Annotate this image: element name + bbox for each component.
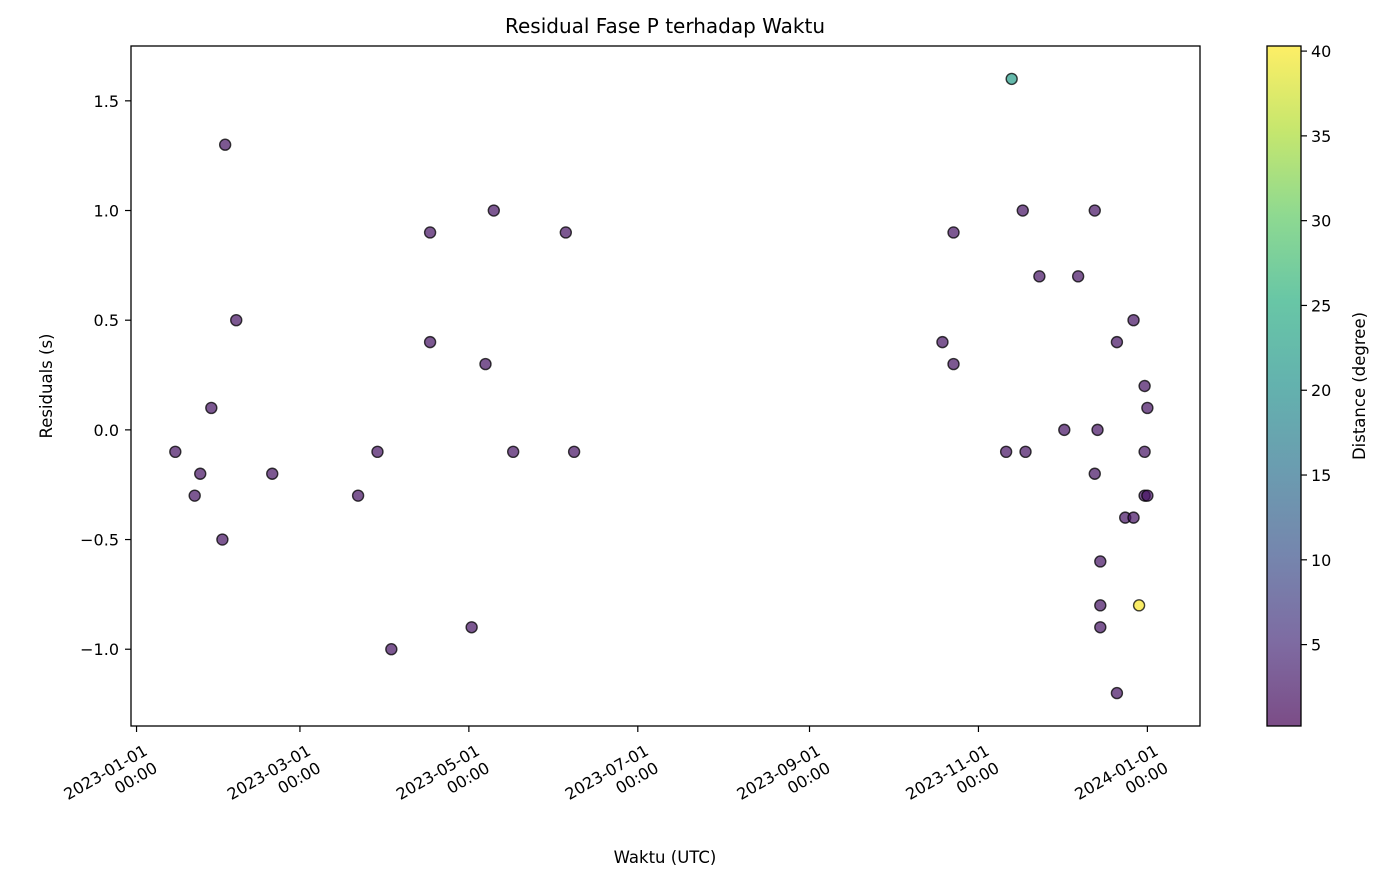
data-point (169, 445, 182, 459)
data-point (1094, 599, 1107, 612)
x-axis-label: Waktu (UTC) (614, 848, 717, 867)
data-point (1058, 423, 1071, 437)
data-point (1132, 599, 1146, 612)
colorbar-label: Distance (degree) (1350, 312, 1369, 460)
data-point (947, 357, 960, 371)
data-point (188, 489, 201, 502)
chart-title: Residual Fase P terhadap Waktu (505, 14, 825, 38)
data-point (1071, 270, 1085, 283)
colorbar-tick-label: 40 (1311, 42, 1331, 61)
data-point (1016, 204, 1029, 217)
data-point (1088, 204, 1101, 217)
colorbar-ticks: 5 10 15 20 25 30 35 40 (1301, 42, 1331, 655)
y-tick-label: 1.0 (94, 202, 119, 221)
data-point (1033, 270, 1046, 283)
data-point (936, 335, 949, 349)
data-point (423, 335, 437, 349)
colorbar-tick-label: 25 (1311, 296, 1331, 315)
y-tick-label: −1.0 (80, 640, 119, 659)
data-point (1088, 467, 1101, 480)
colorbar-tick-label: 20 (1311, 381, 1331, 400)
data-point (506, 445, 520, 459)
data-point (216, 533, 229, 546)
data-point (567, 445, 581, 459)
data-point (194, 467, 207, 480)
colorbar-tick-label: 15 (1311, 466, 1331, 485)
data-point (371, 445, 384, 459)
y-axis-label: Residuals (s) (37, 334, 56, 439)
data-point (1094, 555, 1107, 568)
colorbar-tick-label: 5 (1311, 636, 1321, 655)
colorbar-tick-label: 10 (1311, 551, 1331, 570)
data-point (999, 445, 1013, 459)
data-points (169, 72, 1154, 700)
data-point (1141, 401, 1154, 415)
data-point (1110, 686, 1124, 700)
data-point (947, 226, 960, 239)
data-point (487, 204, 500, 217)
data-point (266, 467, 279, 480)
data-point (559, 226, 573, 239)
colorbar-gradient (1267, 46, 1301, 726)
y-axis-ticks: 1.5 1.0 0.5 0.0 −0.5 −1.0 (80, 92, 131, 659)
data-point (230, 313, 243, 327)
y-tick-label: 0.0 (94, 421, 119, 440)
colorbar-frame (1266, 45, 1302, 727)
data-point (423, 226, 437, 239)
data-point (1141, 489, 1154, 502)
data-point (218, 138, 232, 151)
data-point (1091, 423, 1104, 437)
y-tick-label: −0.5 (80, 531, 119, 550)
data-point (1019, 445, 1032, 459)
data-point (479, 357, 492, 371)
data-point (465, 621, 478, 634)
colorbar-tick-label: 35 (1311, 127, 1331, 146)
data-point (351, 489, 365, 502)
data-point (1094, 621, 1107, 634)
colorbar-tick-label: 30 (1311, 212, 1331, 231)
data-point (205, 401, 218, 415)
plot-area-frame (130, 45, 1201, 727)
data-point (1138, 379, 1151, 393)
data-point (1138, 445, 1151, 459)
y-tick-label: 1.5 (94, 92, 119, 111)
y-tick-label: 0.5 (94, 311, 119, 330)
data-point (1110, 335, 1124, 349)
data-point (1127, 511, 1140, 524)
data-point (1127, 313, 1140, 327)
data-point (385, 643, 398, 656)
data-point (1005, 72, 1018, 86)
